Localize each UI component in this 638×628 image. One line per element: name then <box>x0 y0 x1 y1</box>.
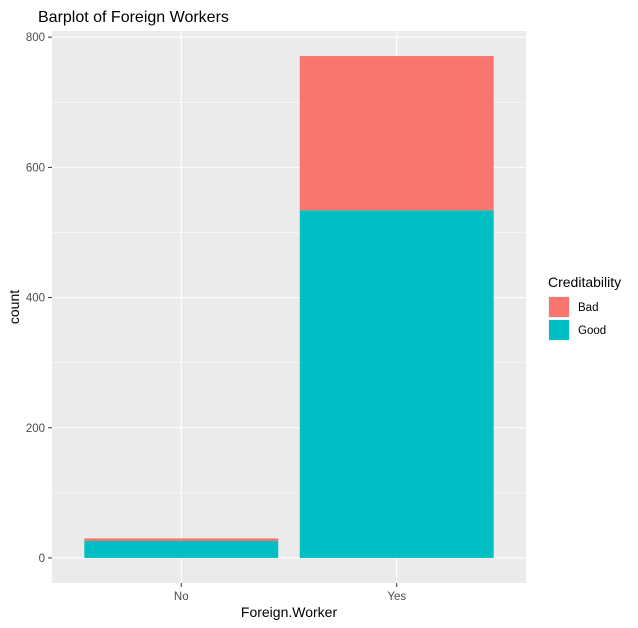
y-axis-title: count <box>6 290 22 324</box>
bar-good-yes <box>299 210 494 558</box>
x-tick-label: No <box>174 591 189 603</box>
x-axis-title: Foreign.Worker <box>241 604 338 620</box>
x-axis: No Yes <box>174 583 406 603</box>
y-tick-label: 600 <box>26 162 45 174</box>
y-tick-label: 400 <box>26 293 45 305</box>
legend: Creditability Bad Good <box>548 274 621 341</box>
bars <box>84 56 494 558</box>
bar-bad-yes <box>299 56 494 211</box>
y-axis: 0 200 400 600 800 <box>26 32 52 565</box>
legend-key-good <box>549 320 569 340</box>
legend-label-good: Good <box>578 325 606 337</box>
chart-title: Barplot of Foreign Workers <box>38 9 229 26</box>
y-tick-label: 800 <box>26 32 45 44</box>
legend-title: Creditability <box>548 274 621 290</box>
bar-good-no <box>84 541 279 558</box>
x-tick-label: Yes <box>387 591 406 603</box>
bar-bad-no <box>84 538 279 542</box>
y-tick-label: 0 <box>39 553 45 565</box>
legend-key-bad <box>549 297 569 317</box>
y-tick-label: 200 <box>26 423 45 435</box>
legend-label-bad: Bad <box>578 302 598 314</box>
